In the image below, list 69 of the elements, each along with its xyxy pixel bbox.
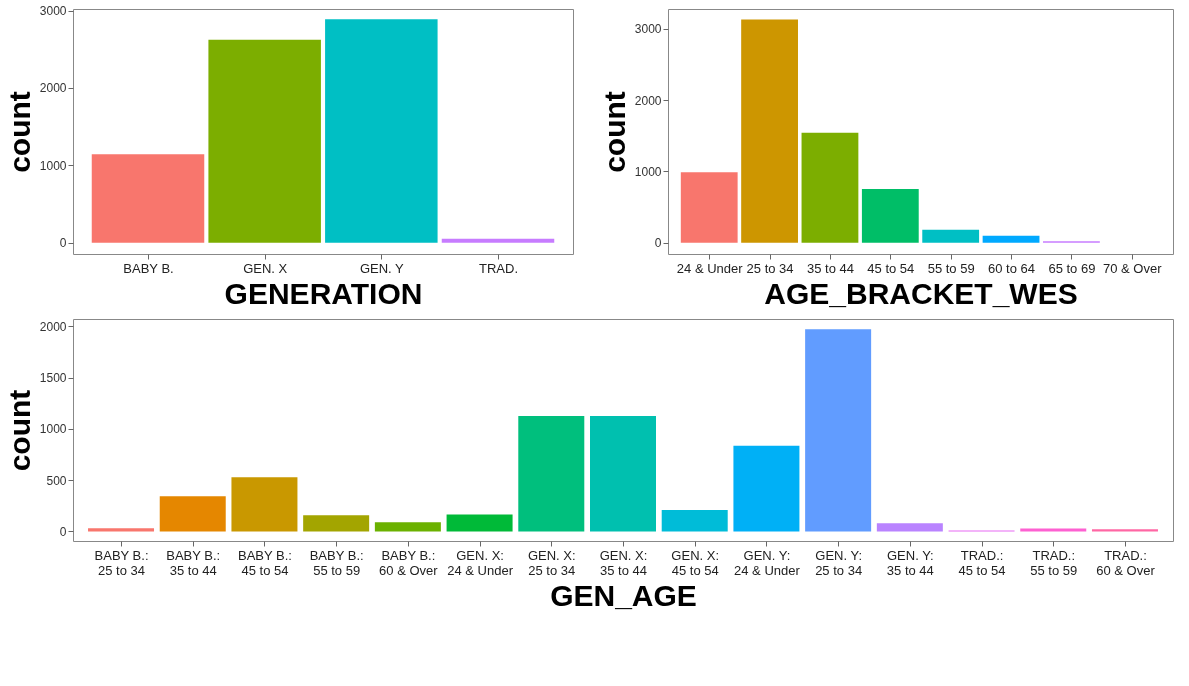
y-axis-title: count <box>597 91 631 173</box>
bar <box>208 39 321 243</box>
y-tick-label: 0 <box>59 236 67 251</box>
x-tick-label: 24 & Under <box>676 260 744 276</box>
x-tick-label: GEN. Y: 24 & Under <box>734 547 801 578</box>
x-tick-label: 35 to 44 <box>806 260 854 276</box>
y-tick-label: 3000 <box>39 4 67 19</box>
y-tick-label: 500 <box>46 473 67 488</box>
x-tick-label: GEN. X: 35 to 44 <box>599 547 648 578</box>
bar <box>876 523 943 532</box>
y-axis-title: count <box>2 389 36 472</box>
x-tick-label: 65 to 69 <box>1048 260 1096 276</box>
x-tick-label: BABY B.: 45 to 54 <box>237 547 292 578</box>
x-axis-title: GENERATION <box>224 276 423 310</box>
bar <box>518 415 585 532</box>
bar <box>801 132 859 243</box>
y-tick-label: 2000 <box>39 81 67 96</box>
bar <box>303 515 370 532</box>
x-tick-label: GEN. X: 24 & Under <box>447 547 514 578</box>
bar <box>441 238 555 243</box>
bar <box>590 415 656 532</box>
bar <box>805 329 872 532</box>
bar <box>91 154 205 243</box>
y-tick-label: 0 <box>654 236 662 251</box>
y-tick-label: 1000 <box>634 164 662 179</box>
bar <box>680 172 738 243</box>
x-tick-label: BABY B.: 55 to 59 <box>309 547 364 578</box>
x-tick-label: GEN. X: 25 to 34 <box>527 547 576 578</box>
bar <box>982 235 1040 243</box>
x-axis-title: AGE_BRACKET_WES <box>764 276 1078 310</box>
x-tick-label: 70 & Over <box>1103 260 1163 276</box>
x-tick-label: GEN. Y: 25 to 34 <box>815 547 863 578</box>
y-tick-label: 2000 <box>634 93 662 108</box>
x-tick-label: BABY B.: 25 to 34 <box>94 547 149 578</box>
bar <box>159 496 226 532</box>
x-tick-label: TRAD.: 60 & Over <box>1096 547 1156 578</box>
bar <box>231 477 298 532</box>
x-tick-label: TRAD. <box>479 260 518 276</box>
y-tick-label: 1000 <box>39 422 67 437</box>
y-tick-label: 3000 <box>634 22 662 37</box>
x-tick-label: GEN. X <box>243 260 288 276</box>
y-tick-label: 2000 <box>39 319 67 334</box>
bar <box>1020 528 1087 532</box>
x-tick-label: BABY B.: 35 to 44 <box>166 547 221 578</box>
bar <box>741 19 798 243</box>
bar <box>733 445 800 532</box>
x-tick-label: GEN. Y: 35 to 44 <box>886 547 934 578</box>
x-axis-title: GEN_AGE <box>550 578 697 612</box>
x-tick-label: GEN. Y <box>359 260 405 276</box>
x-tick-label: TRAD.: 55 to 59 <box>1030 547 1078 578</box>
bar <box>325 19 438 243</box>
x-tick-label: GEN. X: 45 to 54 <box>671 547 720 578</box>
bar <box>922 229 980 243</box>
bar <box>861 189 919 243</box>
x-tick-label: BABY B.: 60 & Over <box>379 547 439 578</box>
x-tick-label: 55 to 59 <box>927 260 975 276</box>
bar <box>446 514 513 532</box>
bar <box>661 510 728 532</box>
x-tick-label: 25 to 34 <box>746 260 794 276</box>
y-tick-label: 1000 <box>39 158 67 173</box>
bar <box>88 528 155 532</box>
x-tick-label: TRAD.: 45 to 54 <box>958 547 1006 578</box>
x-tick-label: 45 to 54 <box>867 260 915 276</box>
y-axis-title: count <box>2 91 36 173</box>
y-tick-label: 1500 <box>39 371 67 385</box>
x-tick-label: 60 to 64 <box>988 260 1036 276</box>
x-tick-label: BABY B. <box>123 260 174 276</box>
bar <box>374 522 441 532</box>
y-tick-label: 0 <box>59 524 67 539</box>
